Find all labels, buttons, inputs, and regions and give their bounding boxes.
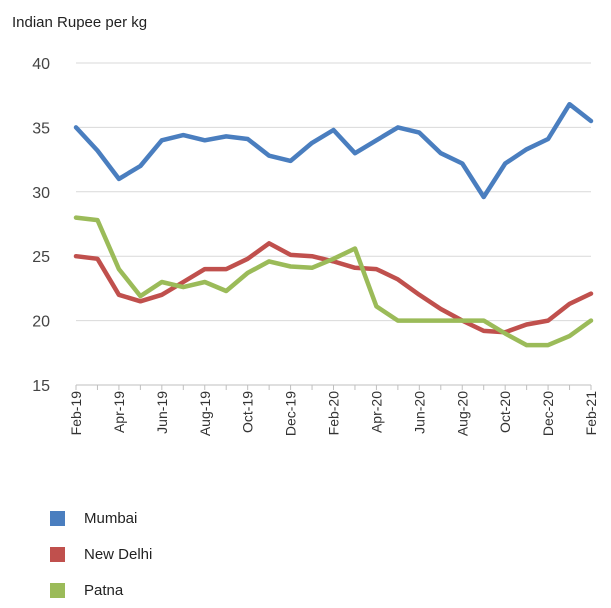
legend-item: Mumbai [50, 500, 152, 536]
x-tick-label: Feb-20 [326, 391, 342, 436]
legend: Mumbai New Delhi Patna [50, 500, 152, 608]
y-tick-label: 20 [32, 314, 50, 331]
x-tick-label: Dec-20 [540, 391, 556, 436]
y-tick-label: 25 [32, 249, 50, 266]
legend-label: Mumbai [84, 509, 138, 527]
line-chart: Indian Rupee per kg 15 20 25 30 35 40 Feb-19 A… [12, 14, 599, 436]
legend-item: Patna [50, 572, 152, 608]
x-tick-label: Aug-19 [197, 391, 213, 436]
y-tick-labels: 15 20 25 30 35 40 [32, 56, 50, 395]
legend-item: New Delhi [50, 536, 152, 572]
y-tick-label: 35 [32, 120, 50, 137]
x-tick-labels: Feb-19 Apr-19 Jun-19 Aug-19 Oct-19 Dec-19 Feb-… [68, 391, 599, 436]
x-tick-label: Jun-19 [154, 391, 170, 434]
series-line-mumbai [73, 101, 594, 200]
y-axis-title: Indian Rupee per kg [12, 14, 147, 31]
legend-label: New Delhi [84, 545, 153, 563]
y-tick-label: 15 [32, 378, 50, 395]
x-tick-label: Oct-19 [240, 391, 256, 433]
series-line-patna [73, 215, 594, 348]
series-lines [73, 101, 594, 348]
legend-swatch [50, 582, 65, 598]
x-tick-label: Oct-20 [497, 391, 513, 433]
legend-swatch [50, 510, 65, 526]
gridlines [75, 62, 592, 390]
y-tick-label: 40 [32, 56, 50, 73]
x-tick-label: Feb-19 [68, 391, 84, 436]
x-tick-label: Apr-19 [111, 391, 127, 433]
x-tick-label: Aug-20 [454, 391, 470, 436]
legend-swatch [50, 546, 65, 562]
legend-label: Patna [84, 581, 124, 599]
x-tick-label: Feb-21 [583, 391, 599, 436]
y-tick-label: 30 [32, 185, 50, 202]
x-tick-label: Apr-20 [368, 391, 384, 433]
x-tick-label: Dec-19 [283, 391, 299, 436]
x-tick-label: Jun-20 [411, 391, 427, 434]
